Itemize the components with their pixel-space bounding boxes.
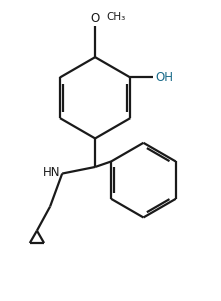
Text: OH: OH xyxy=(155,71,173,84)
Text: HN: HN xyxy=(42,166,60,179)
Text: O: O xyxy=(91,12,100,25)
Text: CH₃: CH₃ xyxy=(106,11,125,22)
